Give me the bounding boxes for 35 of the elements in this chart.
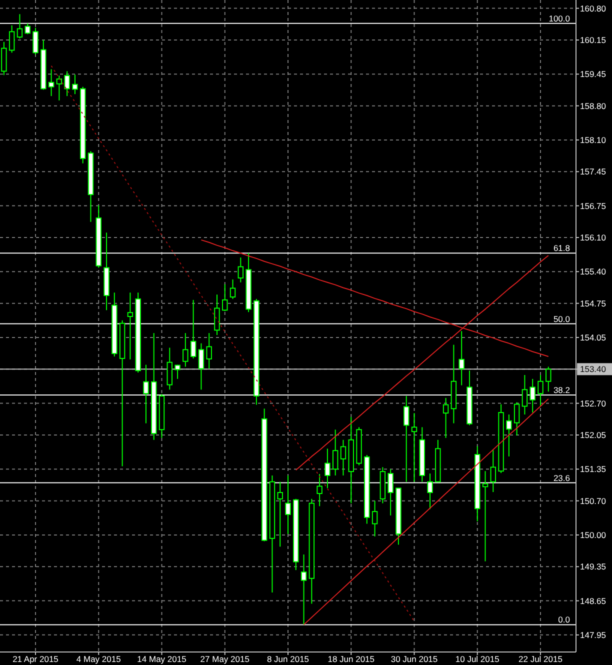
- x-tick-label: 10 Jul 2015: [455, 654, 500, 664]
- y-tick-label: 157.45: [580, 166, 606, 177]
- annotation: 38.2: [553, 385, 570, 396]
- y-tick-label: 160.15: [580, 34, 606, 45]
- ref-line-label: 153.40: [580, 364, 606, 374]
- y-tick-label: 152.05: [580, 430, 606, 440]
- x-tick-label: 14 May 2015: [137, 654, 187, 664]
- x-tick-label: 27 May 2015: [200, 654, 250, 664]
- y-tick-label: 159.45: [580, 69, 606, 80]
- x-tick-label: 8 Jun 2015: [266, 654, 310, 664]
- y-tick-label: 156.75: [580, 200, 606, 211]
- y-tick-label: 155.40: [580, 266, 606, 277]
- x-tick-label: 30 Jun 2015: [390, 654, 438, 664]
- x-tick-label: 21 Apr 2015: [12, 654, 59, 664]
- y-tick-label: 151.35: [580, 464, 606, 474]
- y-tick-label: 158.10: [580, 134, 606, 145]
- annotation: 0.0: [558, 614, 570, 625]
- y-tick-label: 149.35: [580, 562, 606, 572]
- y-tick-label: 148.65: [580, 596, 606, 606]
- y-tick-label: 160.80: [580, 3, 606, 14]
- x-tick-label: 22 Jul 2015: [518, 654, 563, 664]
- annotation: 61.8: [553, 243, 570, 254]
- y-tick-label: 150.70: [580, 496, 606, 506]
- y-tick-label: 158.80: [580, 100, 606, 111]
- y-tick-label: 147.95: [580, 630, 606, 640]
- y-tick-label: 154.75: [580, 298, 606, 308]
- y-tick-label: 156.10: [580, 232, 606, 242]
- x-tick-label: 4 May 2015: [76, 654, 122, 664]
- y-tick-label: 150.00: [580, 530, 606, 540]
- annotation: 100.0: [548, 13, 570, 24]
- annotation: 23.6: [553, 472, 570, 483]
- x-tick-label: 18 Jun 2015: [328, 654, 375, 664]
- y-tick-label: 154.05: [580, 332, 606, 342]
- annotation: 50.0: [553, 314, 570, 324]
- y-tick-label: 152.70: [580, 398, 606, 408]
